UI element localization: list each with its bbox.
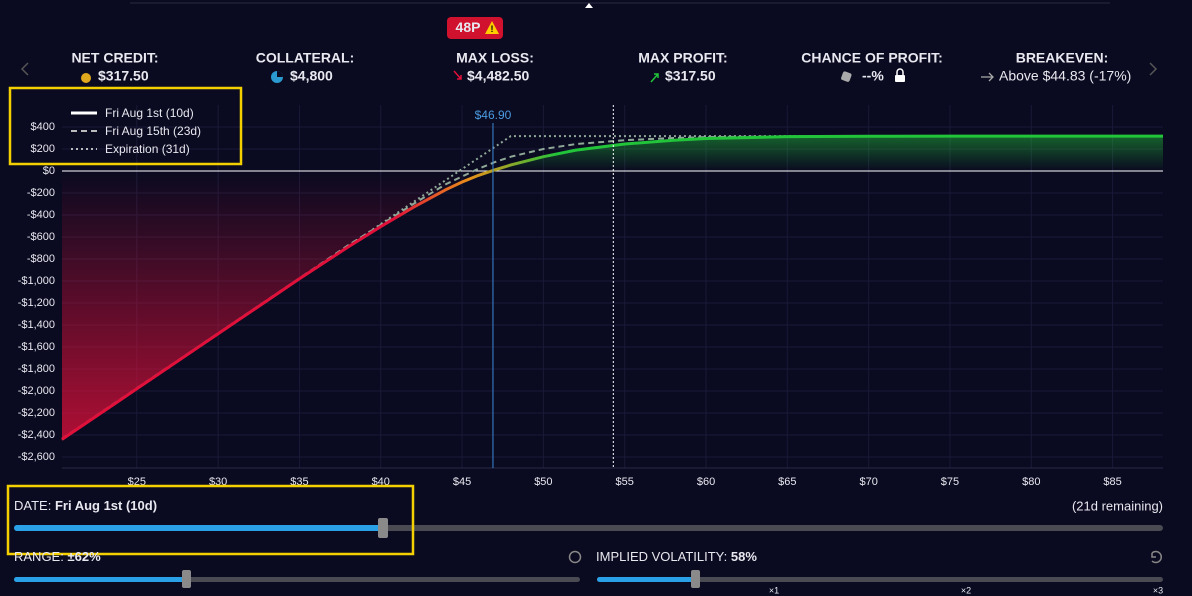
y-tick-label: -$1,600 [18, 341, 55, 353]
y-tick-label: -$600 [27, 231, 55, 243]
stat-label: COLLATERAL: [256, 50, 355, 66]
x-tick-label: $50 [534, 476, 552, 488]
highlight-box [8, 86, 243, 166]
x-tick-label: $70 [859, 476, 877, 488]
y-tick-label: -$1,000 [18, 275, 55, 287]
lock-shackle [896, 68, 904, 75]
y-tick-label: -$400 [27, 209, 55, 221]
stat-label: CHANCE OF PROFIT: [801, 50, 943, 66]
y-tick-label: -$1,800 [18, 363, 55, 375]
volatility-mark: ×3 [1153, 585, 1163, 595]
x-tick-label: $85 [1103, 476, 1121, 488]
stat-value: --% [862, 68, 884, 84]
volatility-mark: ×1 [769, 585, 779, 595]
volatility-value: 58% [731, 549, 757, 564]
y-tick-label: $0 [43, 165, 55, 177]
stat-value: $317.50 [98, 68, 149, 84]
highlight-box [6, 484, 415, 556]
stat-label: BREAKEVEN: [1016, 50, 1109, 66]
warning-mark: ! [491, 24, 494, 34]
x-tick-label: $55 [616, 476, 634, 488]
stat-value: $4,800 [290, 68, 333, 84]
y-tick-label: -$200 [27, 187, 55, 199]
stat-value: $317.50 [665, 68, 716, 84]
legend-label: Expiration (31d) [105, 142, 190, 156]
ruler-pointer [585, 3, 593, 8]
volatility-fill [597, 577, 695, 582]
volatility-label: IMPLIED VOLATILITY: [596, 549, 727, 564]
current-price-label: $46.90 [475, 108, 512, 122]
date-label: DATE: [14, 498, 51, 513]
y-tick-label: -$2,200 [18, 407, 55, 419]
date-fill [14, 525, 383, 531]
volatility-track[interactable] [597, 577, 1163, 582]
range-control: RANGE: ±62% [14, 549, 101, 564]
y-tick-label: $200 [31, 143, 55, 155]
stat-label: MAX LOSS: [456, 50, 534, 66]
y-tick-label: $400 [31, 121, 55, 133]
badge: 48P [456, 19, 481, 35]
stat-value: Above $44.83 (-17%) [999, 68, 1131, 84]
y-tick-label: -$1,400 [18, 319, 55, 331]
y-tick-label: -$1,200 [18, 297, 55, 309]
x-tick-label: $80 [1022, 476, 1040, 488]
volatility-mark: ×2 [961, 585, 971, 595]
stat-label: MAX PROFIT: [638, 50, 727, 66]
lock-icon [895, 75, 905, 82]
y-tick-label: -$2,600 [18, 451, 55, 463]
date-value: Fri Aug 1st (10d) [55, 498, 157, 513]
y-tick-label: -$2,400 [18, 429, 55, 441]
y-tick-label: -$800 [27, 253, 55, 265]
x-tick-label: $45 [453, 476, 471, 488]
range-value: ±62% [67, 549, 101, 564]
profit-arrow [650, 73, 659, 83]
x-tick-label: $75 [941, 476, 959, 488]
stat-value: $4,482.50 [467, 68, 529, 84]
pl-line [61, 134, 1163, 441]
date-control: DATE: Fri Aug 1st (10d) [14, 498, 157, 513]
dice-icon [841, 71, 852, 82]
reset-icon[interactable] [568, 550, 582, 564]
x-tick-label: $60 [697, 476, 715, 488]
pie-slice [277, 71, 283, 77]
breakeven-arrow [981, 72, 994, 82]
undo-icon[interactable] [1151, 550, 1163, 564]
coins-icon [81, 73, 91, 83]
prev-arrow[interactable] [20, 62, 29, 76]
pl-area [62, 136, 1163, 440]
range-label: RANGE: [14, 549, 64, 564]
stat-label: NET CREDIT: [71, 50, 158, 66]
y-tick-label: -$2,000 [18, 385, 55, 397]
legend-label: Fri Aug 1st (10d) [105, 106, 194, 120]
next-arrow[interactable] [1149, 62, 1158, 76]
x-tick-label: $65 [778, 476, 796, 488]
volatility-control: IMPLIED VOLATILITY: 58% [596, 549, 757, 564]
date-remaining: (21d remaining) [1072, 498, 1163, 513]
volatility-handle[interactable] [691, 570, 700, 588]
range-handle[interactable] [182, 570, 191, 588]
legend-label: Fri Aug 15th (23d) [105, 124, 201, 138]
range-fill [14, 577, 186, 582]
date-handle[interactable] [378, 518, 388, 538]
chart: $25 $30 $35 $40 $45 $50 $55 $60 $65 $70 $75 $80 $85$… [18, 105, 1163, 488]
warning-icon [485, 21, 499, 34]
loss-arrow [453, 70, 462, 80]
